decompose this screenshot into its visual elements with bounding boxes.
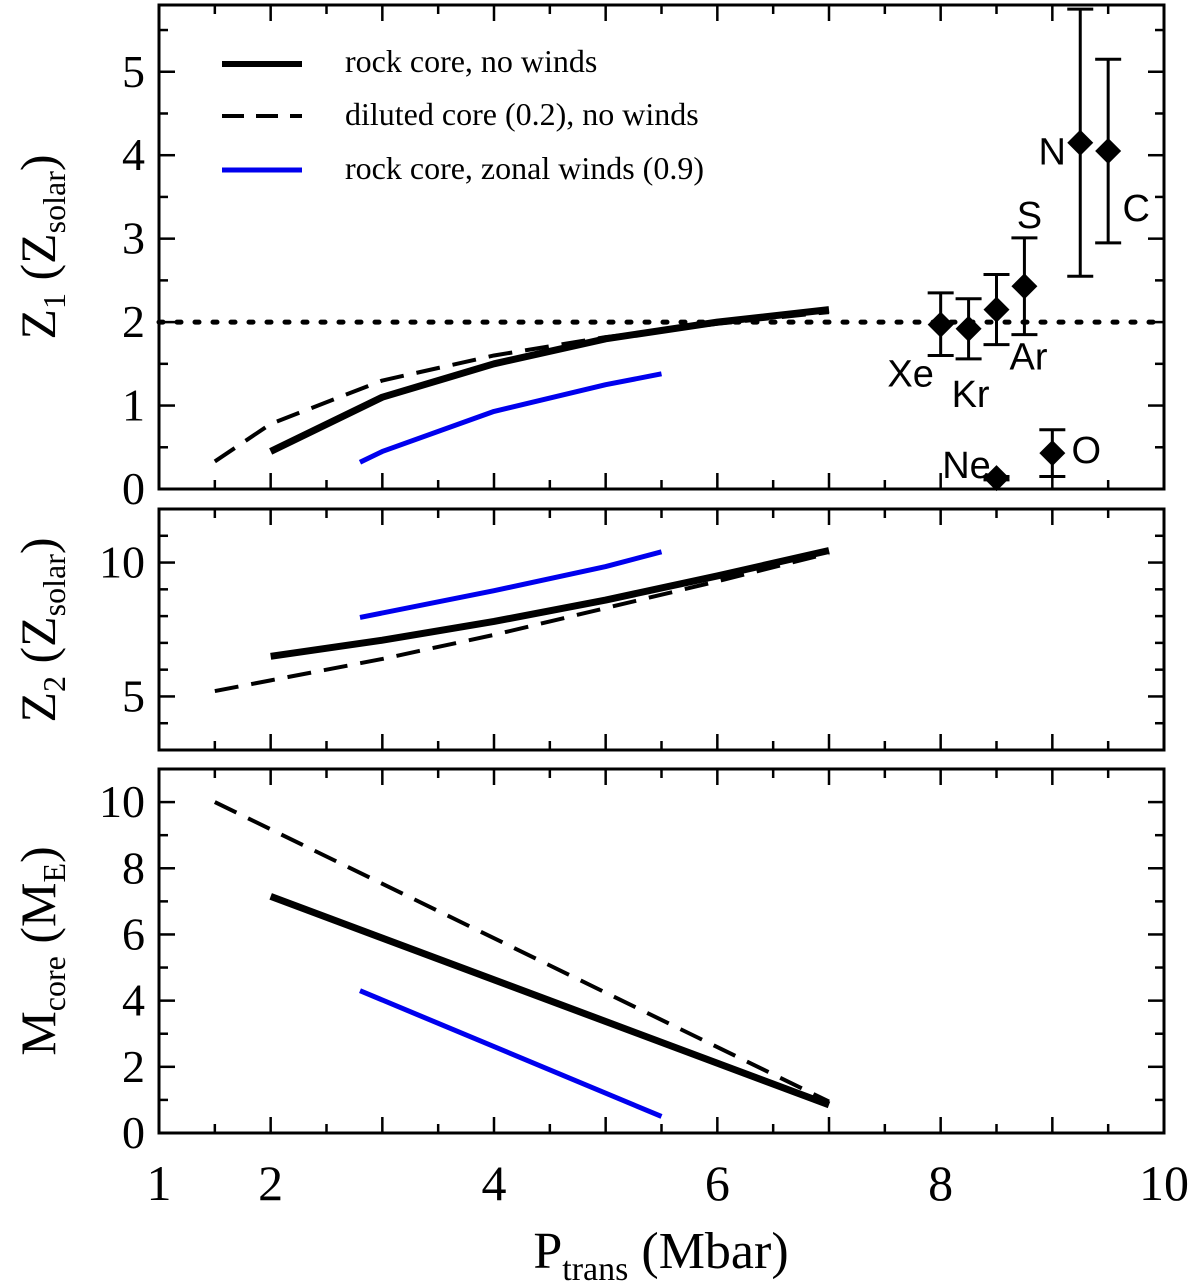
diamond-marker xyxy=(1095,138,1122,165)
element-label: C xyxy=(1122,188,1149,230)
element-label: Xe xyxy=(887,354,933,396)
diamond-marker xyxy=(955,315,982,342)
chart-marks: Xe Kr Ar S Ne O N C xyxy=(156,7,1167,1119)
element-label: N xyxy=(1039,132,1066,174)
data-point-n: N xyxy=(1039,7,1094,278)
diamond-marker xyxy=(927,311,954,338)
x-tick-label: 2 xyxy=(258,1155,283,1211)
y-axis-label-middle: Z2 (Zsolar) xyxy=(10,537,72,722)
data-point-ne: Ne xyxy=(942,445,1010,492)
x-tick-label: 6 xyxy=(705,1155,730,1211)
legend-label-diluted-core: diluted core (0.2), no winds xyxy=(345,96,699,132)
panel-bottom-frame xyxy=(157,767,1166,1135)
panel-top-frame xyxy=(157,3,1166,491)
series-line-diluted-core-0-2-no-winds xyxy=(213,310,830,464)
y-tick-label: 2 xyxy=(122,1041,145,1092)
series-line-rock-core-zonal-winds-0-9 xyxy=(359,549,663,620)
diamond-marker xyxy=(1067,129,1094,156)
y-tick-label: 0 xyxy=(122,1107,145,1158)
y-tick-label: 8 xyxy=(122,842,145,893)
legend-label-zonal-winds: rock core, zonal winds (0.9) xyxy=(345,150,704,186)
series-line-rock-core-zonal-winds-0-9 xyxy=(359,988,663,1119)
data-point-s: S xyxy=(1011,195,1042,337)
element-label: S xyxy=(1017,195,1042,237)
element-label: Kr xyxy=(952,374,990,416)
element-label: Ne xyxy=(942,445,991,487)
data-point-c: C xyxy=(1095,57,1150,245)
series-line-rock-core-no-winds xyxy=(269,893,831,1109)
legend: rock core, no winds diluted core (0.2), … xyxy=(222,43,704,186)
y-axis-label-bottom: Mcore (ME) xyxy=(10,846,72,1055)
y-tick-label: 4 xyxy=(122,129,145,180)
y-tick-label: 0 xyxy=(122,463,145,514)
y-tick-label: 1 xyxy=(122,380,145,431)
y-tick-label: 3 xyxy=(122,213,145,264)
diamond-marker xyxy=(1011,273,1038,300)
series-line-diluted-core-0-2-no-winds xyxy=(213,800,830,1104)
series-line-rock-core-no-winds xyxy=(270,547,830,660)
x-axis-label: Ptrans (Mbar) xyxy=(533,1223,788,1283)
x-tick-label: 1 xyxy=(147,1155,172,1211)
diamond-marker xyxy=(1039,440,1066,467)
y-tick-label: 10 xyxy=(99,537,145,588)
x-tick-label: 8 xyxy=(928,1155,953,1211)
data-point-o: O xyxy=(1039,428,1102,478)
y-tick-label: 6 xyxy=(122,908,145,959)
legend-label-rock-core: rock core, no winds xyxy=(345,43,597,79)
data-point-ar: Ar xyxy=(983,273,1048,379)
x-tick-label: 4 xyxy=(482,1155,507,1211)
data-point-xe: Xe xyxy=(887,291,954,396)
element-label: O xyxy=(1072,430,1102,472)
panel-middle-frame xyxy=(157,507,1166,752)
y-tick-label: 2 xyxy=(122,296,145,347)
y-tick-label: 5 xyxy=(122,670,145,721)
y-tick-label: 5 xyxy=(122,46,145,97)
y-axis-label-top: Z1 (Zsolar) xyxy=(10,154,72,339)
x-tick-label: 10 xyxy=(1139,1155,1189,1211)
series-line-rock-core-no-winds xyxy=(269,306,830,455)
series-line-diluted-core-0-2-no-winds xyxy=(214,551,830,694)
data-point-kr: Kr xyxy=(952,297,990,416)
diamond-marker xyxy=(983,465,1010,492)
element-label: Ar xyxy=(1010,337,1048,379)
series-line-rock-core-zonal-winds-0-9 xyxy=(358,371,662,465)
y-tick-label: 4 xyxy=(122,975,145,1026)
y-tick-label: 10 xyxy=(99,776,145,827)
axis-ticks xyxy=(157,5,1166,1135)
diamond-marker xyxy=(983,296,1010,323)
